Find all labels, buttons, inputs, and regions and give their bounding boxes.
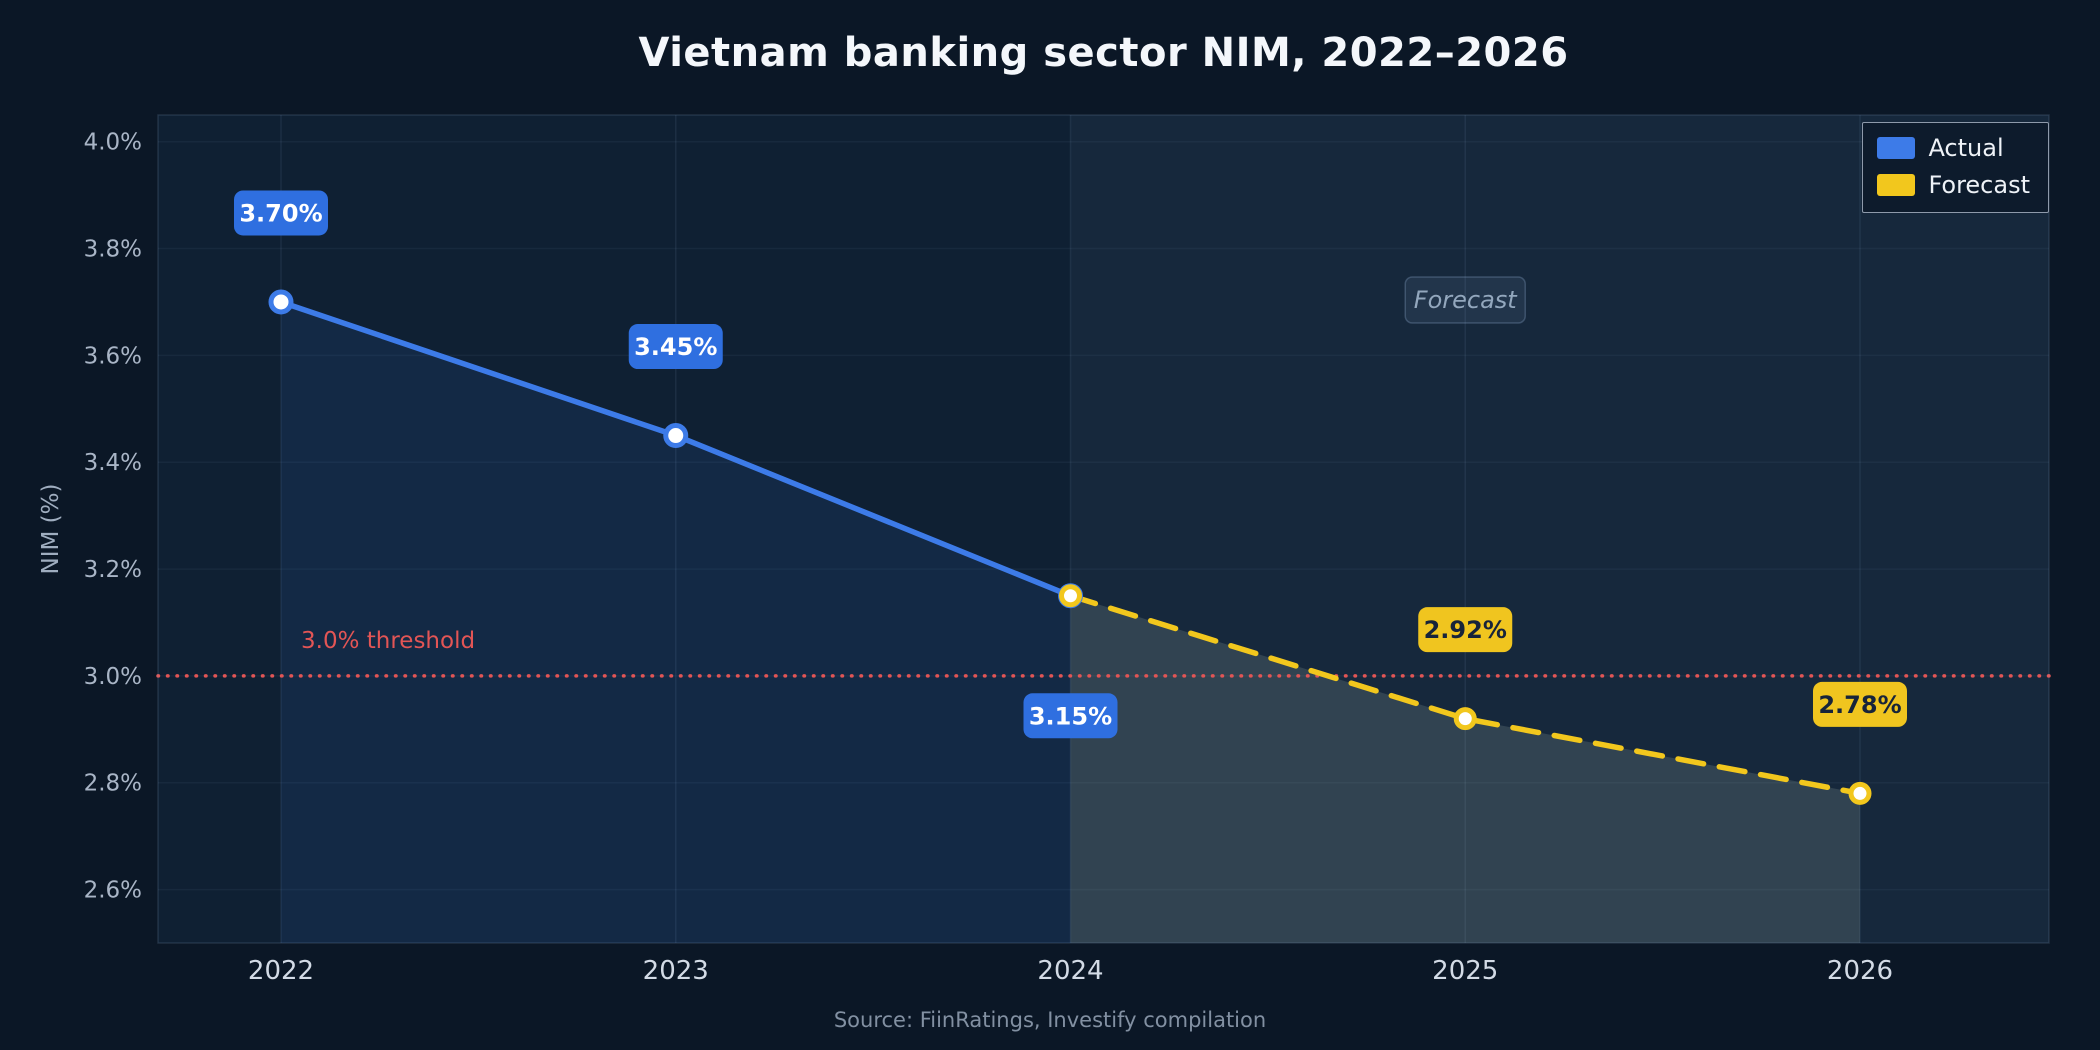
value-badge-label: 2.78% (1818, 691, 1901, 719)
x-tick-label: 2026 (1827, 956, 1893, 986)
value-badge-label: 3.70% (239, 199, 322, 227)
legend-item-actual: Actual (1877, 134, 2030, 162)
value-badge (628, 324, 723, 370)
forecast-region (1070, 115, 2049, 943)
y-tick-label: 3.8% (84, 237, 142, 263)
legend-item-forecast: Forecast (1877, 171, 2030, 199)
forecast-series-label: Forecast (1928, 171, 2030, 199)
plot-border (157, 114, 2050, 944)
forecast-point (1848, 781, 1872, 805)
actual-series-label: Actual (1928, 134, 2004, 162)
actual-area-fill (281, 301, 1071, 943)
value-badge (1418, 607, 1513, 653)
chart-title: Vietnam banking sector NIM, 2022–2026 (638, 30, 1569, 76)
forecast-region-label: Forecast (1414, 286, 1519, 314)
actual-point (268, 289, 294, 315)
forecast-series-swatch (1877, 174, 1916, 196)
forecast-line (1067, 593, 1863, 797)
source-note: Source: FiinRatings, Investify compilati… (833, 1008, 1267, 1032)
x-tick-label: 2023 (643, 956, 709, 986)
x-tick-label: 2024 (1037, 956, 1103, 986)
forecast-point (1453, 707, 1477, 731)
value-badge-label: 2.92% (1424, 616, 1507, 644)
plot-background (158, 115, 2049, 943)
value-badge-label: 3.15% (1029, 702, 1112, 730)
forecast-area-fill (1070, 595, 1860, 943)
value-badge (234, 190, 328, 236)
forecast-point (1059, 584, 1082, 608)
actual-point (663, 423, 689, 449)
y-tick-label: 2.6% (84, 878, 142, 904)
legend: Actual Forecast (1862, 122, 2049, 213)
value-badge (1023, 693, 1118, 739)
y-tick-label: 3.0% (84, 664, 142, 690)
value-badge-label: 3.45% (634, 333, 717, 361)
y-tick-label: 2.8% (84, 771, 142, 797)
actual-series-swatch (1877, 137, 1916, 159)
x-tick-label: 2025 (1432, 956, 1498, 986)
y-tick-label: 3.2% (84, 557, 142, 583)
y-tick-label: 3.4% (84, 450, 142, 476)
value-badge (1813, 681, 1907, 727)
y-tick-label: 4.0% (84, 130, 142, 156)
forecast-region-badge (1404, 276, 1526, 324)
y-tick-label: 3.6% (84, 343, 142, 369)
x-tick-label: 2022 (248, 956, 314, 986)
threshold-label: 3.0% threshold (301, 628, 475, 654)
